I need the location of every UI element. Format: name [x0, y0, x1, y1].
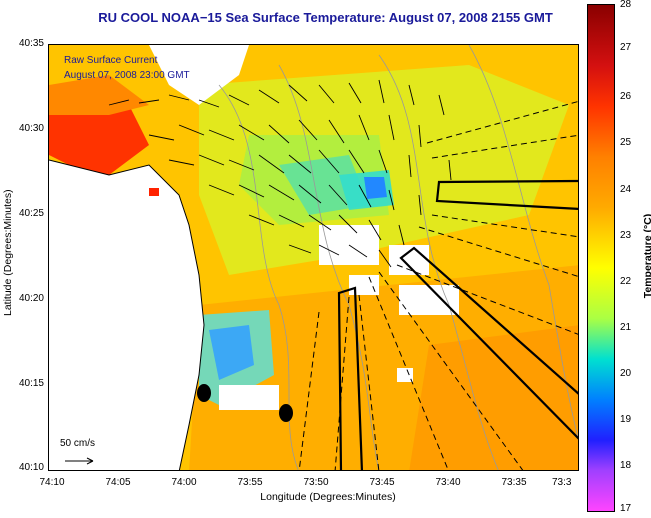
cloud-gap	[399, 285, 459, 315]
x-tick-label: 74:00	[171, 477, 197, 488]
current-vectors	[108, 79, 452, 268]
cloud-gap	[219, 385, 279, 410]
disposal-site-outline	[399, 246, 578, 440]
temperature-colorbar	[587, 4, 615, 512]
x-tick-label: 73:45	[369, 477, 395, 488]
sst-map-canvas	[49, 45, 578, 470]
colorbar-tick: 24	[620, 184, 632, 195]
bathymetry-contours	[218, 45, 578, 470]
current-legend-title: Raw Surface Current	[64, 55, 158, 66]
sst-upwelling-core	[209, 325, 254, 380]
scale-arrow	[65, 457, 94, 465]
sst-hot-region	[49, 100, 149, 175]
colorbar-label: Temperature (°C)	[642, 213, 651, 299]
y-tick-label: 40:15	[18, 378, 44, 389]
coastline	[49, 159, 205, 470]
x-tick-label: 73:35	[501, 477, 527, 488]
sst-warm-region	[49, 75, 149, 115]
colorbar-tick: 17	[620, 503, 632, 514]
colorbar-tick: 23	[620, 230, 632, 241]
y-tick-label: 40:35	[18, 38, 44, 49]
x-tick-label: 73:3	[552, 477, 572, 488]
radial-lines	[298, 101, 578, 470]
y-tick-label: 40:20	[18, 293, 44, 304]
colorbar-tick: 21	[620, 322, 632, 333]
sst-map[interactable]	[48, 44, 579, 471]
cloud-gap	[389, 245, 429, 275]
y-tick-label: 40:30	[18, 123, 44, 134]
disposal-site-outline	[435, 179, 578, 210]
x-tick-label: 73:55	[237, 477, 263, 488]
cloud-gap	[397, 368, 413, 382]
colorbar-tick: 19	[620, 414, 632, 425]
colorbar-tick: 18	[620, 460, 632, 471]
colorbar-tick: 26	[620, 91, 632, 102]
sst-cold-core	[364, 177, 387, 199]
scale-label: 50 cm/s	[60, 438, 96, 449]
y-tick-label: 40:25	[18, 208, 44, 219]
colorbar-tick: 20	[620, 368, 632, 379]
colorbar-tick: 25	[620, 137, 632, 148]
disposal-site-outline	[337, 286, 364, 470]
y-axis-label: Latitude (Degrees:Minutes)	[2, 189, 14, 316]
map-title: RU COOL NOAA−15 Sea Surface Temperature:…	[98, 10, 553, 25]
land-staten-island	[149, 45, 249, 105]
colorbar-tick: 28	[620, 0, 632, 10]
land-new-jersey	[49, 160, 204, 470]
x-tick-label: 74:10	[39, 477, 65, 488]
sst-hot-pixel	[149, 188, 159, 196]
cloud-gap	[349, 275, 379, 295]
x-tick-label: 74:05	[105, 477, 131, 488]
buoy-marker[interactable]	[279, 404, 293, 422]
sst-warm-region	[409, 325, 578, 470]
x-axis-label: Longitude (Degrees:Minutes)	[260, 491, 396, 503]
current-legend-time: August 07, 2008 23:00 GMT	[64, 70, 190, 81]
colorbar-tick: 27	[620, 42, 632, 53]
buoy-marker[interactable]	[197, 384, 211, 402]
y-tick-label: 40:10	[18, 462, 44, 473]
x-tick-label: 73:40	[435, 477, 461, 488]
colorbar-tick: 22	[620, 276, 632, 287]
x-tick-label: 73:50	[303, 477, 329, 488]
